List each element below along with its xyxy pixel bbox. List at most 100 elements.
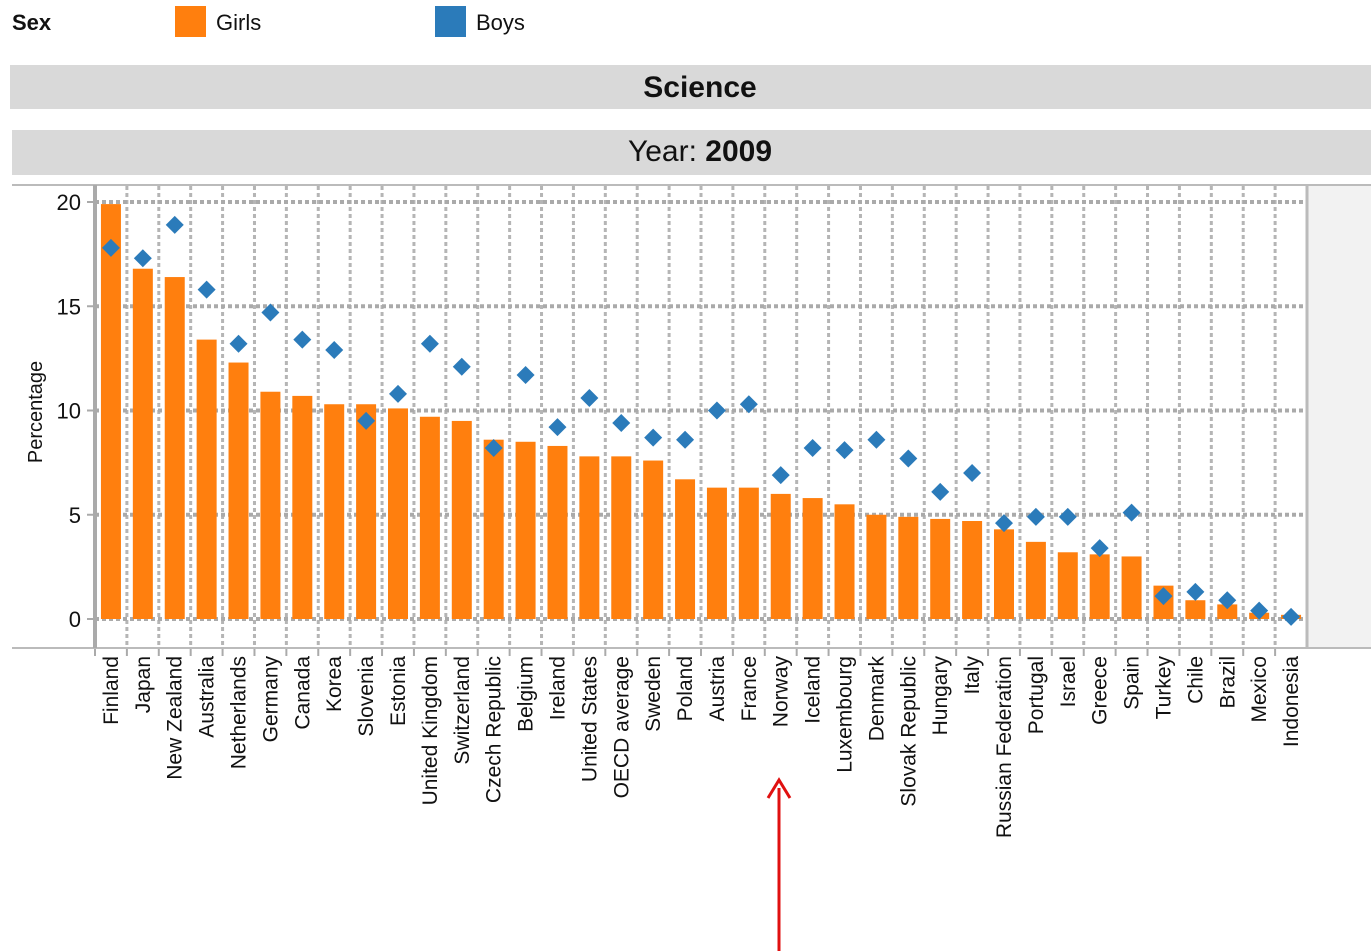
bar: [930, 518, 951, 619]
x-tick-label: France: [738, 656, 761, 721]
x-tick-label: Slovenia: [355, 656, 378, 737]
x-tick-label: Germany: [259, 656, 282, 743]
diamond-marker: [612, 414, 631, 433]
bar: [802, 498, 823, 619]
diamond-marker: [389, 384, 407, 403]
x-tick-label: Netherlands: [228, 656, 251, 769]
diamond-marker: [165, 215, 184, 234]
x-tick-label: New Zealand: [164, 656, 187, 780]
legend-swatch: [435, 6, 466, 37]
chart-title: Science: [643, 71, 756, 104]
x-tick-label: Hungary: [929, 656, 952, 736]
diamond-marker: [420, 334, 439, 353]
diamond-marker: [484, 439, 503, 458]
x-tick-label: Austria: [706, 656, 729, 722]
plot: 0 5 10 15 20 Finland Japan New Zealand Australia…: [57, 186, 1309, 838]
diamond-marker: [1218, 591, 1237, 610]
diamond-marker: [963, 464, 982, 483]
bar: [643, 460, 664, 619]
legend-swatch: [175, 6, 206, 37]
legend-label: Girls: [216, 10, 261, 35]
diamond-marker: [452, 357, 471, 376]
x-tick-label: Israel: [1057, 656, 1080, 707]
y-axis-label: Percentage: [25, 361, 47, 463]
bar: [515, 441, 536, 619]
bar: [1185, 600, 1206, 619]
y-tick-label: 15: [57, 294, 81, 319]
bar: [611, 456, 632, 619]
y-tick-label: 10: [57, 399, 81, 424]
x-tick-label: Czech Republic: [483, 656, 506, 803]
subtitle: Year: 2009: [628, 135, 772, 168]
bar: [898, 516, 919, 619]
diamond-marker: [101, 238, 120, 257]
bar: [388, 408, 408, 619]
x-tick-label: Sweden: [642, 656, 665, 732]
x-tick-label: Slovak Republic: [897, 656, 920, 807]
x-tick-label: Turkey: [1152, 656, 1175, 720]
diamond-marker: [771, 466, 790, 485]
diamond-marker: [1282, 607, 1301, 626]
bar: [483, 439, 504, 619]
x-tick-label: United States: [578, 656, 601, 782]
subtitle-band: [12, 130, 1371, 175]
x-tick-label: Iceland: [802, 656, 825, 724]
diamond-marker: [261, 303, 280, 322]
bar: [1121, 556, 1142, 619]
subtitle-value: 2009: [705, 135, 772, 168]
annotation-arrowhead: [766, 777, 792, 799]
diamond-marker: [644, 428, 663, 447]
x-tick-label: Poland: [674, 656, 697, 721]
x-tick-label: Portugal: [1025, 656, 1048, 734]
title-band: [10, 65, 1371, 109]
x-tick-label: Spain: [1121, 656, 1144, 710]
bar: [324, 404, 345, 619]
diamond-marker: [229, 334, 248, 353]
diamond-marker: [931, 482, 950, 501]
bar: [738, 487, 759, 619]
y-tick-label: 20: [57, 190, 81, 215]
x-tick-label: Italy: [961, 656, 984, 695]
legend-label: Boys: [476, 10, 525, 35]
diamond-marker: [133, 249, 152, 268]
diamond-marker: [1186, 582, 1205, 601]
diamond-marker: [1026, 507, 1045, 526]
bar: [962, 521, 983, 619]
subtitle-label: Year:: [628, 135, 697, 168]
x-tick-label: Russian Federation: [993, 656, 1016, 838]
bar: [547, 445, 568, 619]
diamond-marker: [1250, 601, 1269, 620]
diamond-marker: [899, 449, 918, 468]
bar: [100, 204, 121, 619]
y-tick-label: 0: [69, 607, 81, 632]
bar: [451, 420, 472, 619]
x-tick-label: Belgium: [515, 656, 538, 732]
x-tick-label: Luxembourg: [834, 656, 857, 773]
x-tick-label: Finland: [100, 656, 123, 725]
x-tick-label: Chile: [1184, 656, 1207, 704]
bar: [1089, 554, 1110, 619]
bar: [706, 487, 727, 619]
x-tick-label: Japan: [132, 656, 155, 713]
bar: [866, 514, 887, 619]
diamond-marker: [197, 280, 216, 299]
x-tick-label: Denmark: [865, 656, 888, 742]
x-tick-label: Indonesia: [1280, 656, 1303, 747]
bar: [675, 479, 696, 619]
bar: [994, 529, 1014, 619]
diamond-marker: [1122, 503, 1141, 522]
diamond-marker: [548, 418, 567, 437]
bar: [419, 416, 440, 619]
x-tick-label: Greece: [1089, 656, 1112, 725]
plot-margin: [1308, 186, 1371, 648]
diamond-marker: [1090, 539, 1109, 558]
bar: [770, 493, 791, 619]
bar: [579, 456, 600, 619]
bar: [196, 339, 217, 619]
diamond-marker: [580, 388, 599, 407]
x-tick-label: Canada: [291, 656, 314, 730]
x-tick-label: United Kingdom: [419, 656, 442, 805]
y-tick-label: 5: [69, 503, 81, 528]
legend-title: Sex: [12, 10, 52, 35]
